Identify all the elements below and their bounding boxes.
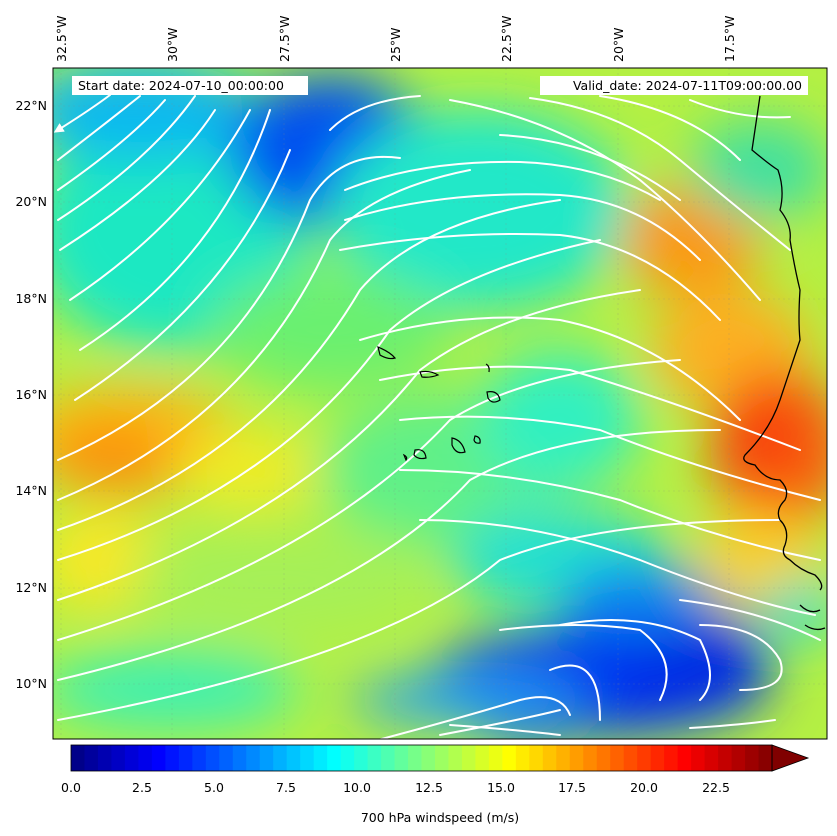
colorbar-band (461, 745, 477, 771)
islands (377, 345, 501, 462)
lon-tick-label: 30°W (165, 27, 180, 62)
colorbar-band (758, 745, 773, 771)
lat-tick-labels: 22°N 20°N 18°N 16°N 14°N 12°N 10°N (15, 98, 47, 691)
colorbar-tick-label: 0.0 (61, 780, 81, 795)
colorbar-band (408, 745, 423, 771)
gridlines (53, 68, 827, 739)
colorbar-band (394, 745, 409, 771)
lat-tick-label: 20°N (15, 194, 47, 209)
lat-tick-label: 22°N (15, 98, 47, 113)
colorbar-band (354, 745, 369, 771)
coastline (743, 95, 826, 631)
colorbar-tick-label: 17.5 (558, 780, 586, 795)
valid-date-label: Valid_date: 2024-07-11T09:00:00.00 (573, 78, 802, 93)
lon-tick-label: 22.5°W (499, 16, 514, 62)
map-area (53, 68, 827, 739)
colorbar-band (300, 745, 315, 771)
lon-tick-labels: 32.5°W 30°W 27.5°W 25°W 22.5°W 20°W 17.5… (54, 16, 737, 62)
colorbar-band (71, 745, 86, 771)
start-date-box (72, 76, 308, 95)
colorbar-label: 700 hPa windspeed (m/s) (361, 810, 519, 825)
colorbar-band (313, 745, 328, 771)
colorbar-band (664, 745, 679, 771)
colorbar-band (286, 745, 301, 771)
lat-tick-label: 14°N (15, 483, 47, 498)
colorbar-band (704, 745, 719, 771)
colorbar-tick-label: 22.5 (702, 780, 730, 795)
colorbar-band (178, 745, 193, 771)
colorbar-band (219, 745, 234, 771)
date-banner: Start date: 2024-07-10_00:00:00 Valid_da… (72, 76, 808, 95)
start-date-label: Start date: 2024-07-10_00:00:00 (78, 78, 284, 93)
colorbar-band (677, 745, 692, 771)
colorbar-tick-label: 20.0 (630, 780, 658, 795)
map-frame (52, 67, 828, 740)
lon-tick-label: 32.5°W (54, 16, 69, 62)
colorbar-band (718, 745, 733, 771)
colorbar-band (124, 745, 139, 771)
colorbar-band (515, 745, 530, 771)
lat-tick-label: 18°N (15, 291, 47, 306)
lon-tick-label: 20°W (611, 27, 626, 62)
colorbar-band (691, 745, 706, 771)
colorbar-band (529, 745, 544, 771)
colorbar-band (165, 745, 180, 771)
colorbar-band (340, 745, 355, 771)
colorbar-tick-label: 7.5 (276, 780, 296, 795)
colorbar-band (650, 745, 665, 771)
colorbar-frame (70, 744, 773, 772)
colorbar-extend-arrow (771, 744, 810, 772)
colorbar-band (327, 745, 342, 771)
colorbar-band (731, 745, 746, 771)
colorbar-tick-label: 2.5 (132, 780, 152, 795)
colorbar-band (421, 745, 436, 771)
colorbar-band (488, 745, 503, 771)
lon-tick-label: 27.5°W (277, 16, 292, 62)
colorbar-band (596, 745, 611, 771)
colorbar-band (192, 745, 207, 771)
colorbar-band (637, 745, 652, 771)
colorbar-tick-label: 5.0 (204, 780, 224, 795)
colorbar-band (151, 745, 166, 771)
colorbar-band (138, 745, 153, 771)
lat-tick-label: 12°N (15, 580, 47, 595)
colorbar-band (502, 745, 517, 771)
colorbar-band (205, 745, 220, 771)
colorbar-band (111, 745, 126, 771)
colorbar-band (246, 745, 261, 771)
colorbar-band (610, 745, 625, 771)
colorbar-band (381, 745, 396, 771)
lat-tick-label: 16°N (15, 387, 47, 402)
colorbar-band (434, 745, 450, 771)
colorbar-tick-label: 12.5 (415, 780, 443, 795)
colorbar-band (448, 745, 463, 771)
colorbar-band (97, 745, 113, 771)
colorbar-band (556, 745, 571, 771)
valid-date-box (540, 76, 808, 95)
colorbar-tick-label: 15.0 (487, 780, 515, 795)
streamlines (53, 94, 821, 739)
colorbar-band (623, 745, 638, 771)
lon-tick-label: 17.5°W (722, 16, 737, 62)
colorbar-band (232, 745, 247, 771)
colorbar-band (259, 745, 274, 771)
colorbar-ticks: 0.0 2.5 5.0 7.5 10.0 12.5 15.0 17.5 20.0… (61, 780, 730, 795)
colorbar-band (273, 745, 288, 771)
colorbar-band (569, 745, 584, 771)
colorbar-band (542, 745, 557, 771)
colorbar-band (583, 745, 598, 771)
colorbar: 0.0 2.5 5.0 7.5 10.0 12.5 15.0 17.5 20.0… (61, 744, 810, 825)
colorbar-tick-label: 10.0 (343, 780, 371, 795)
colorbar-bands (71, 745, 773, 771)
colorbar-band (745, 745, 760, 771)
lat-tick-label: 10°N (15, 676, 47, 691)
colorbar-band (367, 745, 382, 771)
colorbar-band (84, 745, 99, 771)
colorbar-band (475, 745, 490, 771)
lon-tick-label: 25°W (388, 27, 403, 62)
